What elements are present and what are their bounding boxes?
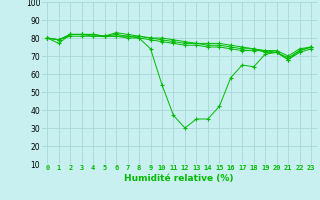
X-axis label: Humidité relative (%): Humidité relative (%) [124,174,234,183]
